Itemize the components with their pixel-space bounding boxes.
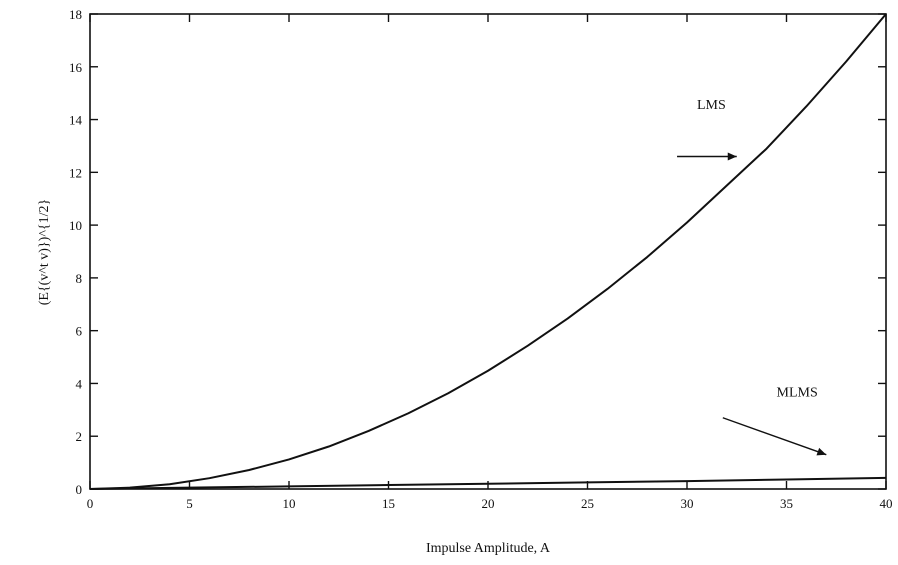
annotation-arrow-line [722, 417, 827, 456]
y-tick-label: 8 [76, 271, 83, 286]
y-tick-label: 10 [69, 218, 82, 233]
plot-border [89, 13, 887, 490]
x-axis-title: Impulse Amplitude, A [426, 541, 551, 556]
y-tick-label: 16 [69, 60, 83, 75]
x-tick-label: 40 [880, 496, 893, 511]
y-tick-label: 2 [76, 429, 83, 444]
series-line-lms [89, 13, 887, 490]
x-tick-label: 15 [382, 496, 395, 511]
axis-ticks [89, 13, 887, 490]
series-layer [89, 13, 887, 490]
plot-frame [89, 13, 887, 490]
x-tick-label: 20 [482, 496, 495, 511]
x-tick-label: 30 [681, 496, 694, 511]
annotations: LMS MLMS [677, 98, 827, 456]
series-line-mlms [89, 476, 887, 490]
annotation-lms: LMS [697, 98, 726, 113]
annotation-arrow-head [727, 152, 737, 161]
y-tick-label: 4 [76, 376, 83, 391]
x-tick-label: 10 [283, 496, 296, 511]
y-axis-title: (E{(v^t v)})^{1/2} [37, 199, 52, 306]
tick-labels: 0 5 10 15 20 25 30 35 40 0 2 4 6 8 10 12 14 16 18 [69, 7, 893, 511]
y-tick-label: 14 [69, 113, 83, 128]
x-tick-label: 5 [186, 496, 193, 511]
y-tick-label: 12 [69, 165, 82, 180]
y-tick-label: 18 [69, 7, 82, 22]
annotation-mlms: MLMS [777, 386, 818, 401]
y-tick-label: 0 [76, 482, 83, 497]
y-tick-label: 6 [76, 324, 83, 339]
x-tick-label: 25 [581, 496, 594, 511]
annotation-arrow-head [816, 447, 827, 456]
x-tick-label: 35 [780, 496, 793, 511]
x-tick-label: 0 [87, 496, 94, 511]
